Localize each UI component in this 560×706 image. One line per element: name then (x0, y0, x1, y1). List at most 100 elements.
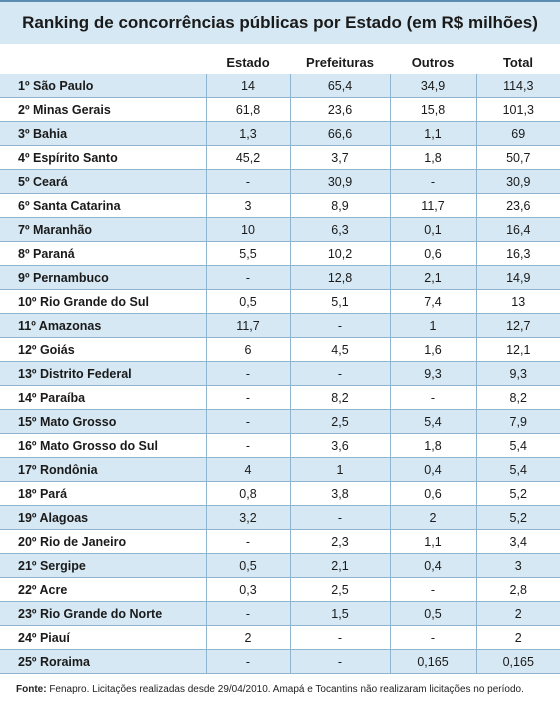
outros-value-cell: 2 (389, 505, 476, 530)
table-row: 11º Amazonas 11,7-1 12,7 (0, 313, 560, 338)
outros-value-cell: 0,6 (389, 241, 476, 266)
estado-value-cell: - (205, 601, 290, 626)
total-value-cell: 5,4 (475, 457, 560, 482)
prefeituras-value-cell: 8,9 (289, 193, 390, 218)
total-value-cell: 3 (475, 553, 560, 578)
state-name-cell: 17º Rondônia (0, 457, 206, 482)
table-body: 1º São Paulo 14 65,4 34,9 114,3 2º Minas Gera… (0, 74, 560, 674)
table-row: 23º Rio Grande do Norte -1,5 0,5 2 (0, 601, 560, 626)
estado-value-cell: - (205, 529, 290, 554)
outros-value-cell: 0,6 (389, 481, 476, 506)
total-value-cell: 7,9 (475, 409, 560, 434)
state-name-cell: 3º Bahia (0, 121, 206, 146)
prefeituras-value-cell: 1,5 (289, 601, 390, 626)
outros-value-cell: - (389, 625, 476, 650)
outros-value-cell: 11,7 (389, 193, 476, 218)
outros-value-cell: 0,165 (389, 649, 476, 674)
table-row: 15º Mato Grosso -2,5 5,4 7,9 (0, 409, 560, 434)
total-value-cell: 5,2 (475, 505, 560, 530)
total-value-cell: 30,9 (475, 169, 560, 194)
table-row: 7º Maranhão 10 6,3 0,1 16,4 (0, 217, 560, 242)
state-name-cell: 13º Distrito Federal (0, 361, 206, 386)
prefeituras-value-cell: - (289, 625, 390, 650)
table-row: 2º Minas Gerais 61,8 23,6 15,8 101,3 (0, 97, 560, 122)
total-value-cell: 8,2 (475, 385, 560, 410)
state-name-cell: 21º Sergipe (0, 553, 206, 578)
estado-value-cell: 0,3 (205, 577, 290, 602)
estado-value-cell: 10 (205, 217, 290, 242)
table-row: 10º Rio Grande do Sul 0,5 5,1 7,4 13 (0, 289, 560, 314)
outros-value-cell: 1,6 (389, 337, 476, 362)
outros-value-cell: 1,8 (389, 145, 476, 170)
header-cell-estado: Estado (206, 50, 290, 74)
total-value-cell: 16,3 (475, 241, 560, 266)
source-label: Fonte: (16, 684, 47, 695)
table-row: 5º Ceará -30,9-30,9 (0, 169, 560, 194)
estado-value-cell: 3,2 (205, 505, 290, 530)
table-row: 17º Rondônia 4 1 0,4 5,4 (0, 457, 560, 482)
outros-value-cell: 0,4 (389, 553, 476, 578)
estado-value-cell: 0,5 (205, 289, 290, 314)
total-value-cell: 2 (475, 625, 560, 650)
total-value-cell: 2,8 (475, 577, 560, 602)
outros-value-cell: - (389, 169, 476, 194)
table-row: 4º Espírito Santo 45,2 3,7 1,8 50,7 (0, 145, 560, 170)
estado-value-cell: - (205, 385, 290, 410)
estado-value-cell: 2 (205, 625, 290, 650)
state-name-cell: 5º Ceará (0, 169, 206, 194)
table-row: 24º Piauí 2- -2 (0, 625, 560, 650)
prefeituras-value-cell: 2,5 (289, 409, 390, 434)
table-row: 13º Distrito Federal - -9,3 9,3 (0, 361, 560, 386)
outros-value-cell: 1,8 (389, 433, 476, 458)
prefeituras-value-cell: - (289, 361, 390, 386)
state-name-cell: 24º Piauí (0, 625, 206, 650)
total-value-cell: 114,3 (475, 74, 560, 98)
table-row: 18º Pará 0,8 3,8 0,6 5,2 (0, 481, 560, 506)
total-value-cell: 9,3 (475, 361, 560, 386)
state-name-cell: 7º Maranhão (0, 217, 206, 242)
prefeituras-value-cell: 3,6 (289, 433, 390, 458)
outros-value-cell: 15,8 (389, 97, 476, 122)
state-name-cell: 15º Mato Grosso (0, 409, 206, 434)
estado-value-cell: - (205, 433, 290, 458)
table-row: 8º Paraná 5,5 10,2 0,6 16,3 (0, 241, 560, 266)
total-value-cell: 3,4 (475, 529, 560, 554)
estado-value-cell: 5,5 (205, 241, 290, 266)
total-value-cell: 23,6 (475, 193, 560, 218)
state-name-cell: 20º Rio de Janeiro (0, 529, 206, 554)
outros-value-cell: 1,1 (389, 529, 476, 554)
state-name-cell: 2º Minas Gerais (0, 97, 206, 122)
state-name-cell: 1º São Paulo (0, 74, 206, 98)
prefeituras-value-cell: 1 (289, 457, 390, 482)
state-name-cell: 11º Amazonas (0, 313, 206, 338)
state-name-cell: 10º Rio Grande do Sul (0, 289, 206, 314)
total-value-cell: 0,165 (475, 649, 560, 674)
prefeituras-value-cell: 30,9 (289, 169, 390, 194)
table-row: 1º São Paulo 14 65,4 34,9 114,3 (0, 74, 560, 98)
total-value-cell: 101,3 (475, 97, 560, 122)
estado-value-cell: 11,7 (205, 313, 290, 338)
state-name-cell: 9º Pernambuco (0, 265, 206, 290)
header-cell-state (0, 50, 206, 74)
state-name-cell: 23º Rio Grande do Norte (0, 601, 206, 626)
source-text: Fenapro. Licitações realizadas desde 29/… (46, 684, 524, 695)
table-row: 12º Goiás 6 4,5 1,6 12,1 (0, 337, 560, 362)
outros-value-cell: 0,1 (389, 217, 476, 242)
prefeituras-value-cell: 4,5 (289, 337, 390, 362)
header-cell-prefeituras: Prefeituras (290, 50, 390, 74)
outros-value-cell: 1 (389, 313, 476, 338)
estado-value-cell: - (205, 169, 290, 194)
state-name-cell: 16º Mato Grosso do Sul (0, 433, 206, 458)
state-name-cell: 18º Pará (0, 481, 206, 506)
prefeituras-value-cell: 23,6 (289, 97, 390, 122)
estado-value-cell: 4 (205, 457, 290, 482)
table-row: 21º Sergipe 0,5 2,1 0,4 3 (0, 553, 560, 578)
table-row: 9º Pernambuco -12,8 2,1 14,9 (0, 265, 560, 290)
estado-value-cell: 0,5 (205, 553, 290, 578)
estado-value-cell: - (205, 409, 290, 434)
outros-value-cell: 2,1 (389, 265, 476, 290)
state-name-cell: 25º Roraima (0, 649, 206, 674)
state-name-cell: 4º Espírito Santo (0, 145, 206, 170)
state-name-cell: 22º Acre (0, 577, 206, 602)
